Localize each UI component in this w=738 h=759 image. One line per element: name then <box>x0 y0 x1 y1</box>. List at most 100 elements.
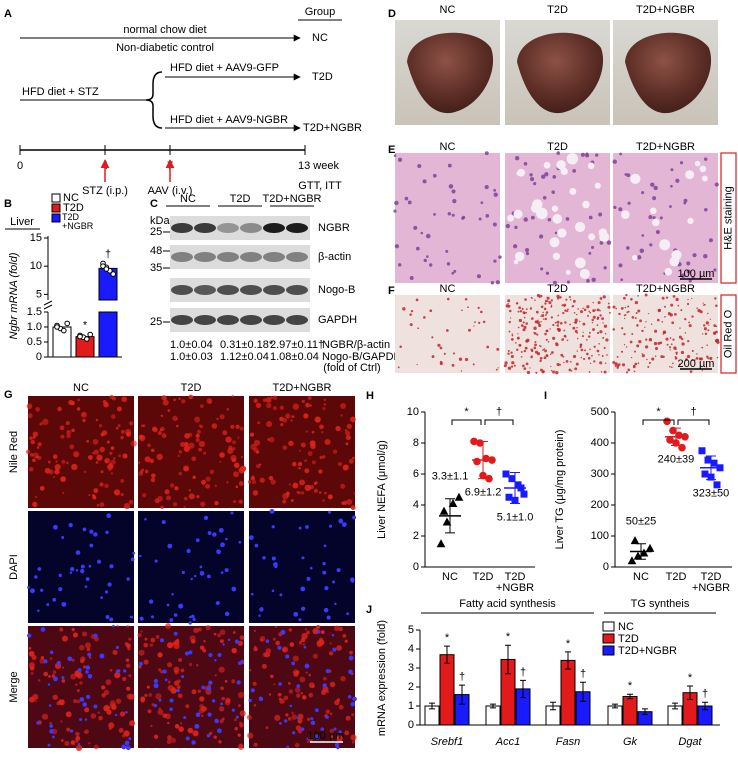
y-tick-label: 500 <box>591 406 609 418</box>
lipid-signal <box>311 431 314 434</box>
lipid-signal <box>110 472 114 475</box>
vacuole <box>621 210 630 219</box>
lipid-signal <box>235 424 240 429</box>
lipid-signal <box>32 458 36 463</box>
vacuole <box>549 237 560 248</box>
lipid-droplet <box>601 317 604 320</box>
significance-mark: † <box>690 406 696 418</box>
lipid-droplet <box>518 343 522 347</box>
nucleus-signal <box>49 729 54 734</box>
lipid-droplet <box>674 356 678 360</box>
nucleus <box>686 269 691 274</box>
lipid-droplet <box>647 313 650 315</box>
lipid-signal <box>199 696 205 702</box>
lipid-signal <box>39 422 43 426</box>
nucleus-signal <box>285 654 290 659</box>
nucleus-signal <box>139 554 142 558</box>
lipid-signal <box>320 630 325 635</box>
lipid-signal <box>335 425 341 432</box>
lipid-droplet <box>691 315 694 318</box>
lipid-signal <box>75 731 80 737</box>
lipid-droplet <box>678 363 681 366</box>
y-tick-label: 4 <box>413 499 419 511</box>
lipid-signal <box>233 500 237 504</box>
lipid-droplet <box>595 309 597 311</box>
vacuole <box>598 228 608 238</box>
diet-label: normal chow diet <box>123 24 206 36</box>
lipid-signal <box>167 735 172 740</box>
lipid-droplet <box>583 308 587 312</box>
ratio-note: (fold of Ctrl) <box>323 362 380 374</box>
lipid-signal <box>305 671 308 674</box>
lipid-droplet <box>544 302 547 305</box>
nucleus-signal <box>61 535 65 539</box>
nucleus-signal <box>27 586 30 589</box>
lipid-droplet <box>568 295 571 299</box>
legend-label: NC <box>63 192 79 204</box>
lipid-signal <box>54 469 60 475</box>
x-tick-label: NC <box>442 571 458 583</box>
nucleus-signal <box>325 668 330 674</box>
lipid-droplet <box>624 317 626 320</box>
nucleus <box>565 217 570 221</box>
lipid-droplet <box>556 320 560 324</box>
lipid-signal <box>206 398 213 404</box>
scale-label: 100 µm <box>678 268 715 280</box>
column-header: NC <box>440 283 456 295</box>
nucleus-signal <box>99 653 105 659</box>
lipid-signal <box>178 450 183 454</box>
nucleus <box>493 188 497 192</box>
lipid-signal <box>60 434 65 439</box>
nucleus <box>606 240 612 245</box>
lipid-signal <box>100 470 104 474</box>
lipid-signal <box>51 674 56 678</box>
lipid-droplet <box>596 349 600 353</box>
data-point <box>110 271 116 277</box>
lipid-signal <box>227 447 234 455</box>
nucleus-signal <box>194 723 200 729</box>
lipid-signal <box>255 450 260 454</box>
lipid-signal <box>298 479 305 486</box>
lipid-droplet <box>705 366 708 368</box>
nucleus-signal <box>296 684 301 688</box>
nucleus <box>585 152 589 156</box>
lipid-signal <box>42 418 49 426</box>
column-header: NC <box>440 141 456 153</box>
data-point <box>678 443 686 452</box>
nucleus-signal <box>161 520 166 524</box>
significance-mark: * <box>445 632 450 644</box>
lipid-signal <box>288 440 294 447</box>
lipid-signal <box>172 686 175 690</box>
lipid-signal <box>116 406 122 412</box>
lipid-droplet <box>415 298 419 302</box>
nucleus-signal <box>191 614 195 619</box>
lipid-signal <box>237 640 243 647</box>
lipid-signal <box>247 732 254 739</box>
nucleus <box>540 267 544 271</box>
lipid-signal <box>75 735 81 741</box>
lipid-signal <box>199 645 205 650</box>
nucleus <box>530 215 535 220</box>
lipid-signal <box>61 666 65 669</box>
lipid-droplet <box>580 356 583 359</box>
nucleus-signal <box>70 567 75 572</box>
lipid-droplet <box>637 294 639 297</box>
lipid-droplet <box>474 321 476 324</box>
lipid-droplet <box>530 348 534 352</box>
lipid-signal <box>188 489 191 492</box>
lipid-signal <box>326 690 329 694</box>
panel-letter: B <box>4 198 12 210</box>
y-tick-label: 3 <box>408 662 414 674</box>
lipid-signal <box>231 679 236 684</box>
lipid-signal <box>86 647 91 652</box>
lipid-droplet <box>709 318 712 320</box>
nucleus-signal <box>58 587 63 592</box>
lipid-signal <box>220 686 224 691</box>
lipid-droplet <box>669 313 673 317</box>
lipid-signal <box>61 635 68 642</box>
nucleus <box>675 178 680 183</box>
lipid-droplet <box>538 296 541 299</box>
brace <box>145 71 163 129</box>
x-tick-label: T2D <box>665 571 687 583</box>
nucleus-signal <box>332 580 335 584</box>
